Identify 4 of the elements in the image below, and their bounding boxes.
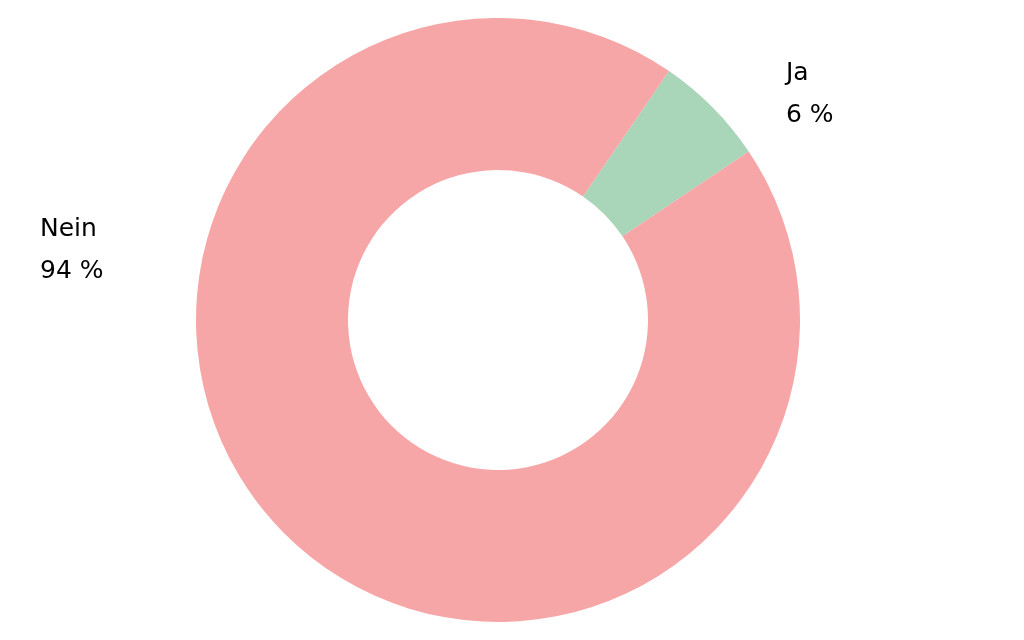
slice-label: Ja [784,56,809,86]
data-label: 94 % [40,254,104,284]
data-label: 6 % [786,98,834,128]
slice-label: Nein [40,212,97,242]
